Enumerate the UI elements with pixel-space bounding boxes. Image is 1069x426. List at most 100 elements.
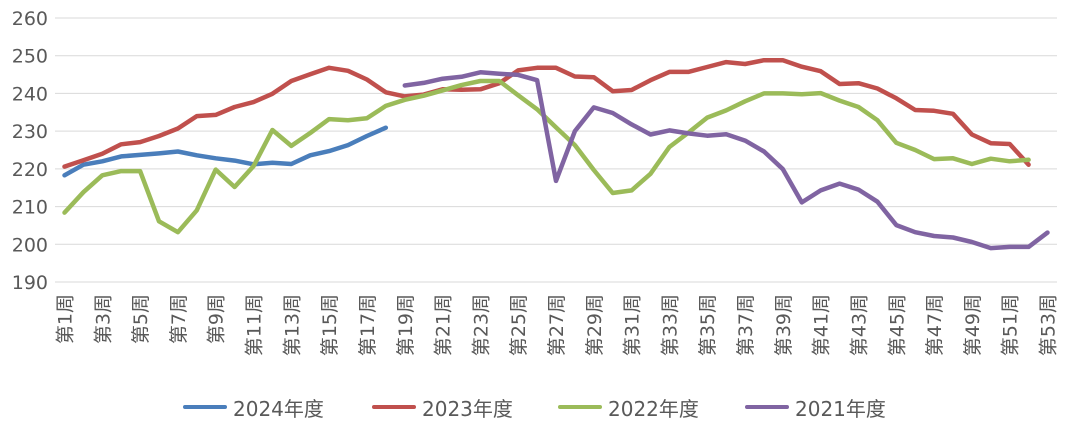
data-point — [403, 94, 407, 98]
x-tick-label: 第1周 — [54, 294, 76, 344]
x-tick-label: 第7周 — [168, 294, 190, 344]
data-point — [327, 66, 331, 70]
data-point — [497, 79, 501, 83]
data-point — [932, 109, 936, 113]
data-point — [705, 116, 709, 120]
data-point — [289, 162, 293, 166]
x-tick-label: 第53周 — [1038, 294, 1060, 356]
data-point — [554, 179, 558, 183]
data-point — [252, 164, 255, 168]
data-point — [100, 173, 104, 177]
gridlines — [55, 17, 1057, 283]
legend-item: 2021年度 — [745, 392, 886, 422]
data-point — [857, 188, 860, 192]
data-point — [932, 234, 936, 238]
data-point — [1027, 158, 1031, 162]
data-point — [119, 169, 123, 173]
data-point — [819, 91, 823, 95]
data-point — [611, 191, 615, 195]
data-point — [422, 94, 426, 98]
data-point — [138, 153, 142, 157]
x-tick-label: 第51周 — [1000, 294, 1022, 356]
data-point — [289, 79, 293, 83]
legend-label: 2023年度 — [422, 396, 513, 421]
data-point — [516, 93, 520, 97]
data-point — [460, 88, 463, 92]
data-point — [289, 144, 293, 148]
y-tick-label: 260 — [12, 8, 48, 30]
data-point — [951, 112, 955, 116]
data-point — [138, 169, 142, 173]
series-1 — [62, 57, 1031, 169]
y-tick-label: 200 — [12, 234, 48, 256]
x-tick-label: 第37周 — [735, 294, 757, 356]
data-point — [1008, 245, 1012, 249]
legend-item: 2022年度 — [558, 392, 699, 422]
x-tick-label: 第49周 — [962, 294, 984, 356]
data-point — [743, 99, 747, 103]
data-point — [913, 108, 917, 112]
y-tick-label: 220 — [12, 159, 48, 181]
data-point — [951, 236, 955, 239]
data-point — [100, 152, 104, 156]
data-point — [686, 131, 690, 135]
data-point — [327, 149, 331, 153]
data-point — [989, 141, 993, 145]
series-0 — [62, 125, 389, 178]
data-point — [932, 157, 936, 161]
data-point — [195, 114, 199, 118]
legend-swatch — [558, 405, 602, 409]
data-point — [157, 219, 161, 223]
data-point — [800, 65, 804, 69]
x-tick-label: 第17周 — [357, 294, 379, 356]
data-point — [667, 128, 671, 132]
y-tick-label: 240 — [12, 83, 48, 105]
data-point — [63, 211, 66, 215]
data-point — [308, 153, 312, 157]
legend-label: 2022年度 — [608, 396, 699, 421]
series-3 — [402, 70, 1050, 251]
data-point — [535, 66, 539, 70]
data-point — [970, 240, 974, 244]
series-line — [62, 78, 1031, 235]
data-point — [365, 134, 369, 138]
data-point — [478, 70, 482, 74]
data-point — [252, 100, 255, 104]
x-tick-label: 第25周 — [508, 294, 530, 356]
data-point — [743, 139, 747, 143]
data-point — [819, 69, 823, 73]
data-point — [554, 125, 558, 129]
data-point — [875, 118, 879, 122]
data-point — [724, 108, 728, 112]
series-lines — [62, 57, 1050, 251]
data-point — [989, 157, 993, 161]
data-point — [781, 58, 785, 62]
x-tick-label: 第15周 — [319, 294, 341, 356]
data-point — [270, 161, 274, 165]
data-point — [649, 133, 652, 136]
data-point — [649, 78, 652, 82]
y-tick-label: 250 — [12, 46, 48, 68]
data-point — [384, 126, 388, 130]
x-tick-label: 第23周 — [470, 294, 492, 356]
y-tick-label: 230 — [12, 121, 48, 143]
y-axis: 190 200 210 220 230 240 250 260 — [12, 8, 48, 294]
data-point — [762, 91, 766, 95]
data-point — [838, 182, 842, 186]
data-point — [497, 72, 501, 76]
data-point — [781, 167, 785, 171]
data-point — [460, 83, 463, 87]
data-point — [327, 117, 331, 121]
data-point — [705, 65, 709, 69]
legend-item: 2024年度 — [183, 392, 324, 422]
legend-swatch — [372, 405, 416, 409]
data-point — [894, 141, 898, 145]
data-point — [516, 73, 520, 77]
data-point — [705, 134, 709, 138]
legend-swatch — [183, 405, 227, 409]
data-point — [592, 168, 596, 172]
x-tick-label: 第43周 — [848, 294, 870, 356]
data-point — [894, 96, 898, 100]
data-point — [346, 118, 350, 122]
